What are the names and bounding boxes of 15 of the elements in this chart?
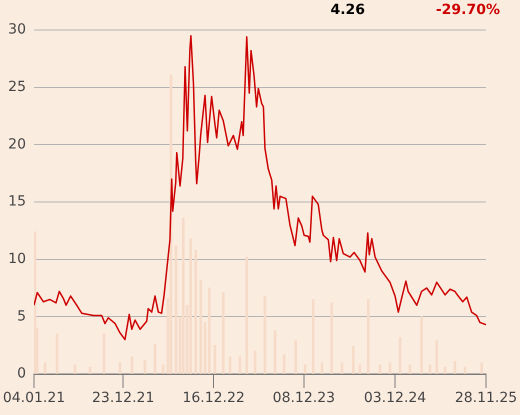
y-tick-label: 5 bbox=[17, 308, 26, 324]
x-tick-label: 03.12.24 bbox=[364, 390, 426, 406]
x-tick-label: 08.12.23 bbox=[272, 390, 336, 406]
y-tick-label: 10 bbox=[8, 250, 26, 267]
text: 4.26 bbox=[330, 2, 365, 18]
y-tick-label: 15 bbox=[8, 194, 26, 210]
y-tick-label: 20 bbox=[8, 136, 26, 152]
text: -29.70% bbox=[436, 2, 500, 18]
y-tick-label: 0 bbox=[17, 366, 26, 382]
x-tick-label: 16.12.22 bbox=[182, 390, 245, 406]
y-tick-label: 25 bbox=[8, 78, 26, 95]
x-tick-label: 28.11.25 bbox=[454, 390, 518, 406]
x-tick-label: 04.01.21 bbox=[2, 390, 66, 406]
y-tick-label: 30 bbox=[8, 22, 26, 38]
x-tick-label: 23.12.21 bbox=[92, 390, 154, 406]
